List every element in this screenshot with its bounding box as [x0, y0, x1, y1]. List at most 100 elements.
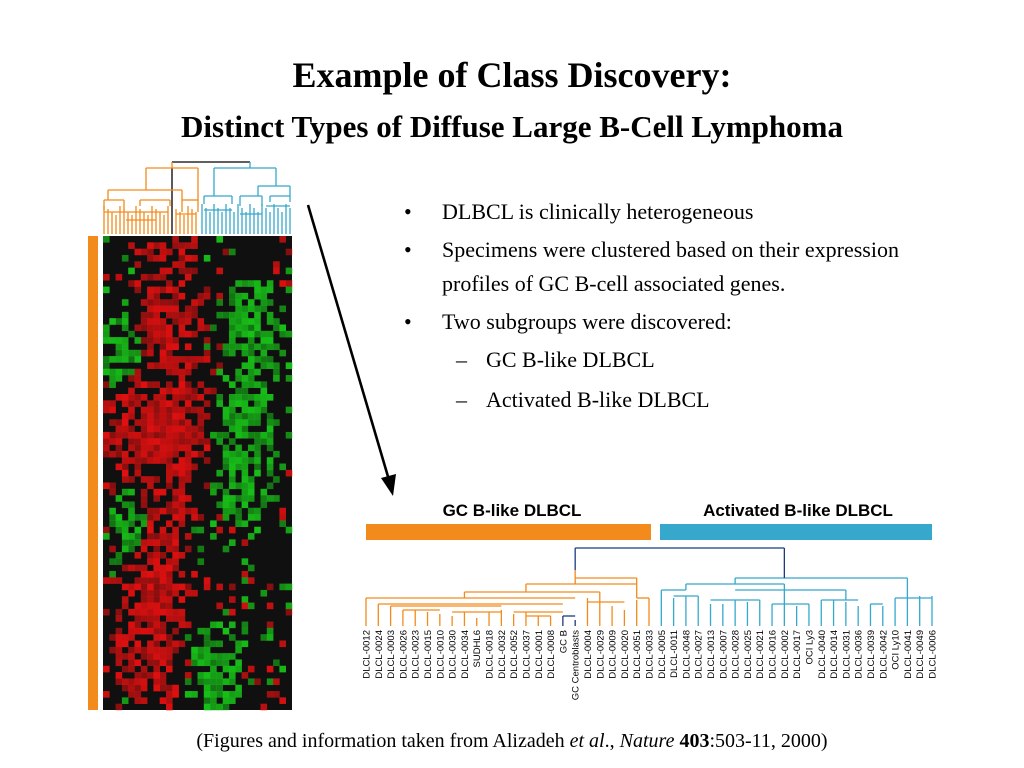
heatmap-cell	[153, 362, 160, 370]
heatmap-cell	[260, 501, 268, 509]
gc-cluster-side-bar	[88, 236, 98, 710]
bullet-item: • DLBCL is clinically heterogeneous	[404, 195, 964, 229]
heatmap-cell	[191, 330, 198, 338]
heatmap-cell	[210, 640, 217, 648]
heatmap-cell	[216, 394, 223, 401]
heatmap-cell	[184, 267, 192, 275]
heatmap-cell	[147, 450, 154, 458]
heatmap-cell	[279, 280, 286, 287]
heatmap-cell	[140, 337, 148, 344]
heatmap-cell	[266, 299, 274, 306]
heatmap-cell	[285, 267, 293, 275]
heatmap-cell	[222, 419, 230, 426]
heatmap-cell	[235, 280, 242, 287]
heatmap-cell	[197, 627, 205, 635]
sample-label: DLCL-0003	[386, 630, 397, 679]
heatmap-cell	[235, 659, 242, 667]
heatmap-cell	[159, 539, 167, 546]
heatmap-cell	[197, 299, 205, 306]
heatmap-cell	[254, 431, 261, 439]
sample-label: DLCL-0029	[595, 630, 606, 679]
heatmap-cell	[109, 419, 116, 426]
heatmap-cell	[216, 526, 223, 534]
heatmap-cell	[203, 438, 211, 445]
heatmap-cell	[121, 501, 129, 509]
heatmap-cell	[159, 684, 167, 692]
heatmap-cell	[172, 469, 179, 477]
heatmap-cell	[178, 463, 186, 471]
heatmap-cell	[216, 653, 223, 660]
heatmap-cell	[128, 564, 135, 572]
heatmap-cell	[153, 394, 160, 401]
heatmap-cell	[273, 450, 280, 458]
heatmap-cell	[121, 368, 129, 376]
heatmap-cell	[184, 672, 192, 679]
heatmap-cell	[159, 672, 167, 679]
heatmap-cell	[222, 653, 230, 660]
heatmap-cell	[121, 488, 129, 496]
heatmap-cell	[178, 261, 186, 268]
heatmap-cell	[266, 691, 274, 698]
sample-label: DLCL-0012	[362, 630, 373, 679]
heatmap-cell	[109, 318, 116, 325]
heatmap-cell	[134, 324, 142, 332]
heatmap-cell	[159, 267, 167, 275]
heatmap-cell	[203, 684, 211, 692]
heatmap-cell	[197, 394, 205, 401]
heatmap-cell	[178, 375, 186, 382]
heatmap-cell	[247, 533, 255, 540]
heatmap-cell	[153, 589, 160, 597]
heatmap-cell	[241, 520, 249, 528]
heatmap-cell	[147, 318, 154, 325]
heatmap-cell	[247, 324, 255, 332]
heatmap-cell	[128, 507, 135, 515]
heatmap-cell	[197, 419, 205, 426]
heatmap-cell	[254, 406, 261, 414]
heatmap-cell	[147, 412, 154, 420]
heatmap-cell	[247, 495, 255, 502]
heatmap-cell	[134, 659, 142, 667]
heatmap-cell	[285, 375, 293, 382]
heatmap-cell	[178, 425, 186, 433]
heatmap-cell	[191, 659, 198, 667]
heatmap-cell	[184, 254, 192, 262]
heatmap-cell	[241, 577, 249, 584]
heatmap-cell	[147, 533, 154, 540]
heatmap-cell	[153, 583, 160, 591]
sample-label: DLCL-0001	[534, 630, 545, 679]
heatmap-cell	[178, 615, 186, 622]
heatmap-cell	[184, 406, 192, 414]
heatmap-cell	[184, 311, 192, 319]
heatmap-cell	[134, 514, 142, 521]
heatmap-cell	[191, 514, 198, 521]
heatmap-cell	[266, 337, 274, 344]
heatmap-cell	[147, 476, 154, 483]
heatmap-cell	[247, 419, 255, 426]
heatmap-cell	[229, 653, 236, 660]
heatmap-cell	[191, 362, 198, 370]
heatmap-cell	[166, 337, 173, 344]
heatmap-cell	[191, 570, 198, 578]
heatmap-cell	[121, 419, 129, 426]
heatmap-cell	[153, 444, 160, 452]
heatmap-cell	[178, 457, 186, 464]
heatmap-cell	[266, 419, 274, 426]
heatmap-cell	[279, 305, 286, 313]
heatmap-cell	[153, 337, 160, 344]
heatmap-cell	[254, 292, 261, 300]
heatmap-cell	[128, 583, 135, 591]
heatmap-cell	[166, 602, 173, 610]
heatmap-cell	[235, 412, 242, 420]
heatmap-cell	[153, 324, 160, 332]
heatmap-cell	[153, 621, 160, 629]
sample-label: DLCL-0026	[398, 630, 409, 679]
heatmap-cell	[134, 438, 142, 445]
heatmap-cell	[178, 570, 186, 578]
heatmap-cell	[273, 318, 280, 325]
heatmap-cell	[203, 640, 211, 648]
heatmap-cell	[153, 438, 160, 445]
heatmap-cell	[115, 526, 123, 534]
heatmap-cell	[266, 425, 274, 433]
heatmap-cell	[159, 608, 167, 616]
caption-journal: Nature	[619, 730, 675, 752]
